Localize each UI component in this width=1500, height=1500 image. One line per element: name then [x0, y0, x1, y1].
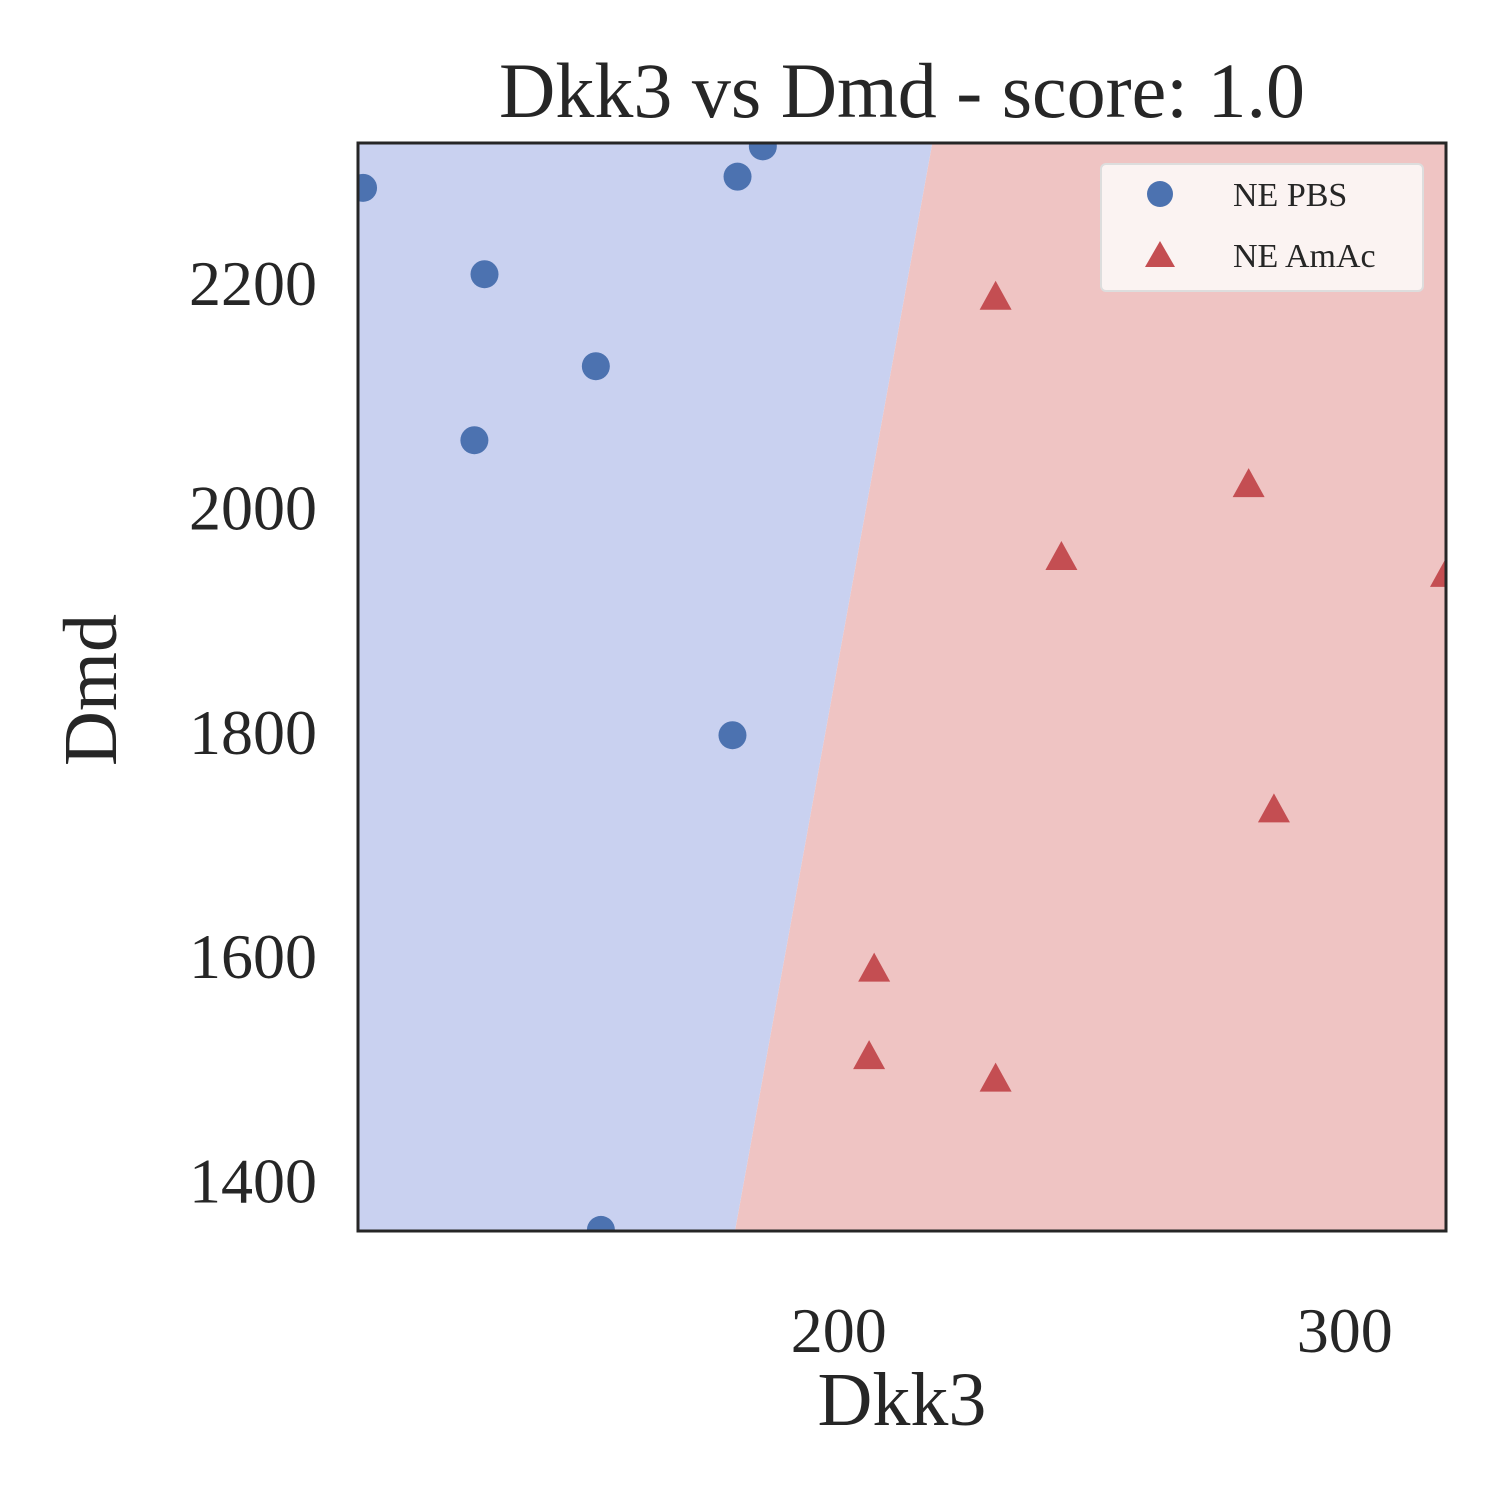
point-ne-pbs-3 [460, 426, 489, 455]
point-ne-pbs-1 [358, 173, 378, 202]
x-axis-ticks: 200 300 [791, 1295, 1393, 1366]
point-ne-amac-6 [858, 952, 891, 982]
legend-marker-ne-pbs [1147, 181, 1173, 207]
point-ne-amac-1 [979, 280, 1012, 310]
y-tick-label-2000: 2000 [189, 473, 317, 544]
legend: NE PBS NE AmAc [1100, 163, 1424, 292]
legend-marker-ne-amac [1145, 241, 1175, 267]
legend-box [1100, 163, 1424, 292]
point-ne-pbs-6 [748, 143, 777, 161]
point-ne-amac-7 [853, 1040, 886, 1070]
point-ne-amac-4 [1430, 557, 1446, 587]
y-tick-label-1800: 1800 [189, 697, 317, 768]
point-ne-pbs-7 [718, 721, 747, 750]
point-ne-amac-8 [979, 1062, 1012, 1092]
y-axis-label: Dmd [49, 614, 133, 766]
chart-title: Dkk3 vs Dmd - score: 1.0 [499, 47, 1305, 134]
legend-label-ne-amac: NE AmAc [1233, 238, 1376, 275]
point-ne-amac-2 [1232, 468, 1265, 498]
point-ne-pbs-5 [723, 162, 752, 191]
data-points [358, 143, 1446, 1231]
decision-region-ne-pbs [358, 143, 933, 1231]
y-tick-label-2200: 2200 [189, 248, 317, 319]
x-tick-label-200: 200 [791, 1295, 887, 1366]
decision-region-ne-amac [735, 143, 1446, 1231]
point-ne-pbs-4 [581, 352, 610, 381]
y-tick-label-1600: 1600 [189, 921, 317, 992]
y-axis-ticks: 1400 1600 1800 2000 2200 [189, 248, 317, 1216]
y-tick-label-1400: 1400 [189, 1146, 317, 1217]
x-tick-label-300: 300 [1297, 1295, 1393, 1366]
point-ne-pbs-8 [586, 1215, 615, 1231]
point-ne-pbs-2 [470, 260, 499, 289]
legend-label-ne-pbs: NE PBS [1233, 177, 1347, 214]
point-ne-amac-5 [1257, 793, 1290, 823]
point-ne-amac-3 [1045, 541, 1078, 571]
x-axis-label: Dkk3 [818, 1358, 987, 1442]
plot-frame [356, 141, 1448, 1233]
